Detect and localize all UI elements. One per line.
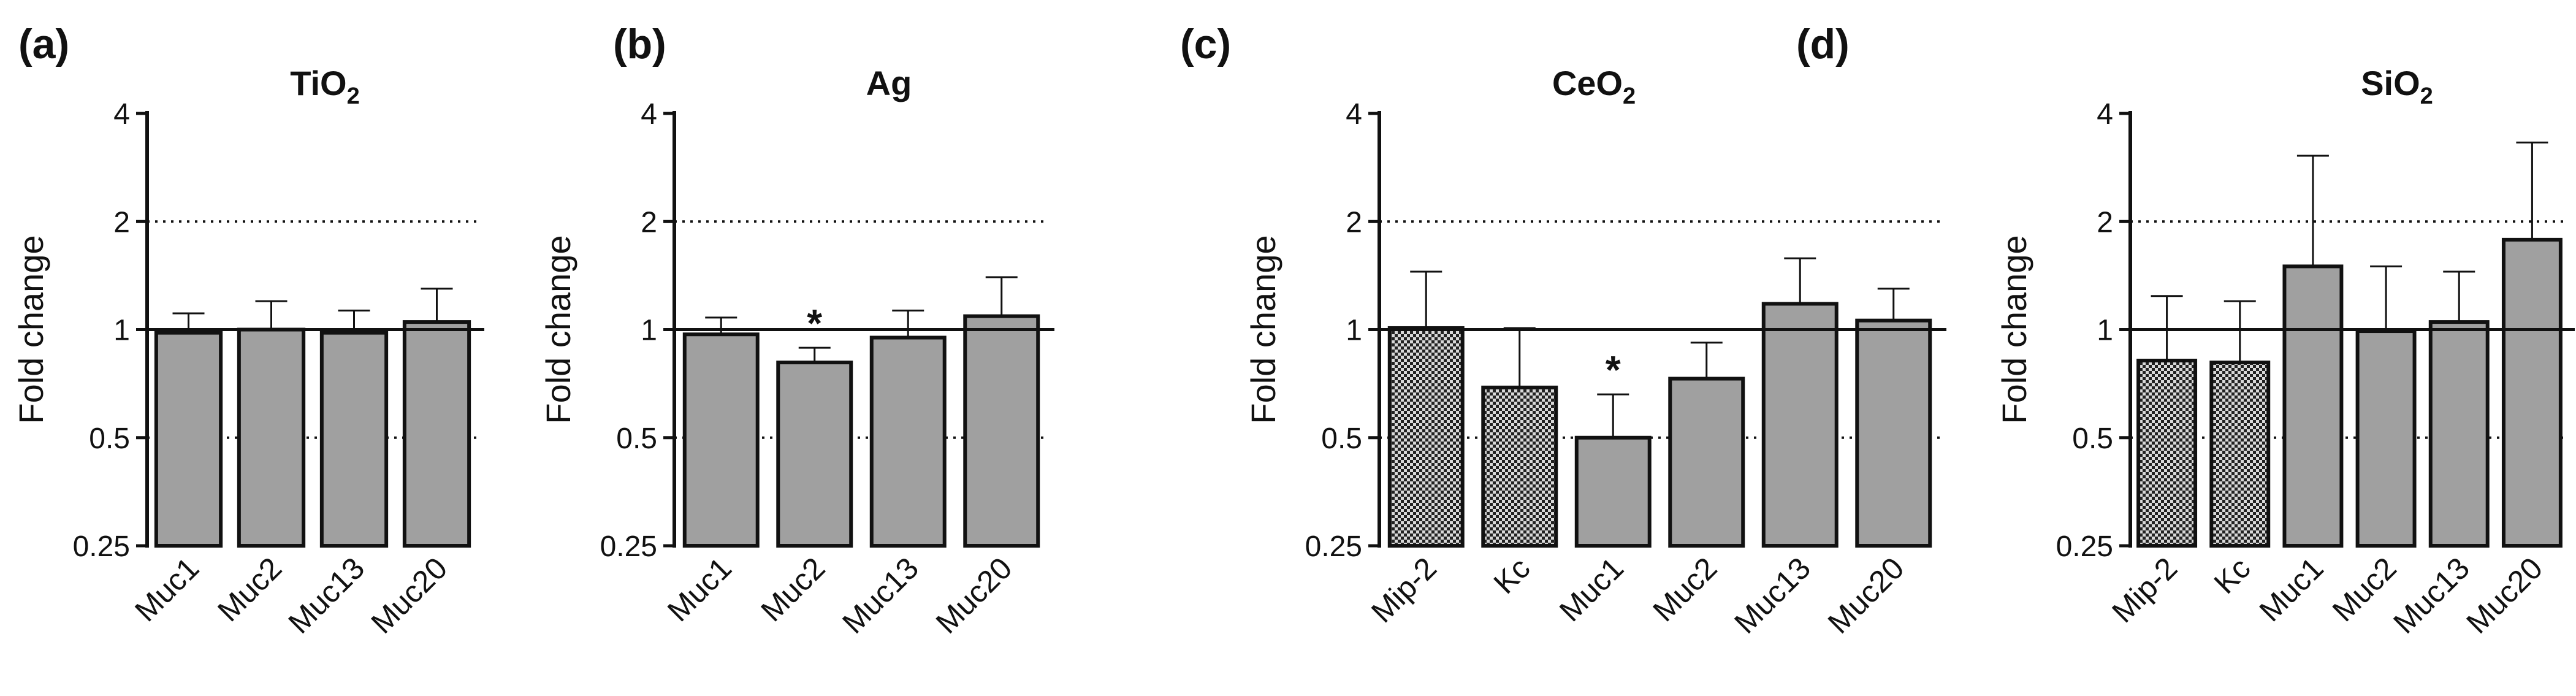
x-tick-label: Muc1 <box>128 551 205 628</box>
y-tick-label: 4 <box>641 98 657 131</box>
panel-label: (b) <box>613 21 666 67</box>
x-tick-label: Muc20 <box>929 551 1019 640</box>
bar-muc2 <box>776 361 853 548</box>
x-tick-label: Muc1 <box>661 551 738 628</box>
panel-b: (b) Ag 0.25 0.5 1 2 4 Fold change Muc1 Muc2 Muc13 M… <box>539 21 1054 640</box>
y-tick-label: 2 <box>1346 206 1362 239</box>
y-tick-label: 0.25 <box>1305 530 1362 563</box>
y-tick-label: 0.5 <box>89 423 130 455</box>
x-tick-label: Muc20 <box>1821 551 1911 640</box>
bar-mip-2 <box>2136 358 2198 548</box>
bar-muc20 <box>402 320 471 548</box>
bar-muc13 <box>319 331 389 548</box>
bar-muc20 <box>1855 318 1932 548</box>
bar-mip-2 <box>1387 326 1465 548</box>
bar-kc <box>2209 361 2271 548</box>
x-tick-label: Muc13 <box>836 551 925 640</box>
y-tick-label: 0.5 <box>2072 423 2113 455</box>
y-tick-label: 1 <box>2097 315 2113 347</box>
y-tick-label: 0.5 <box>1321 423 1362 455</box>
x-tick-label: Kc <box>2208 551 2257 600</box>
x-tick-label: Muc2 <box>1646 551 1723 628</box>
x-tick-label: Muc1 <box>2253 551 2330 628</box>
x-tick-label: Muc2 <box>211 551 288 628</box>
bar-muc2 <box>237 327 306 548</box>
panel-label: (c) <box>1180 21 1231 67</box>
bar-muc1 <box>154 331 223 548</box>
x-tick-label: Kc <box>1487 551 1537 600</box>
y-axis-label: Fold change <box>1244 235 1282 424</box>
x-tick-label: Muc2 <box>754 551 831 628</box>
y-tick-label: 1 <box>1346 315 1362 347</box>
x-tick-label: Muc13 <box>1728 551 1817 640</box>
y-tick-label: 2 <box>641 206 657 239</box>
bar-muc1 <box>2282 264 2344 548</box>
bar-muc1 <box>682 332 760 548</box>
x-tick-label: Muc13 <box>2387 551 2476 640</box>
bar-muc13 <box>869 335 947 548</box>
bar-muc1 <box>1574 435 1652 548</box>
y-axis-label: Fold change <box>1995 235 2033 424</box>
bar-muc20 <box>2501 237 2563 548</box>
bar-muc2 <box>2355 329 2417 548</box>
y-axis-label: Fold change <box>12 235 50 424</box>
x-tick-label: Mip-2 <box>2105 551 2184 629</box>
bar-muc13 <box>1761 302 1839 548</box>
y-tick-label: 4 <box>113 98 130 131</box>
y-tick-label: 0.25 <box>2056 530 2113 563</box>
chart-title: Ag <box>866 64 912 102</box>
bar-kc <box>1481 385 1558 548</box>
x-tick-label: Muc20 <box>2460 551 2549 640</box>
panel-label: (d) <box>1796 21 1850 67</box>
y-tick-label: 4 <box>2097 98 2113 131</box>
y-axis-label: Fold change <box>539 235 577 424</box>
chart-title: SiO2 <box>2361 64 2433 109</box>
y-tick-label: 1 <box>113 315 130 347</box>
y-tick-label: 0.5 <box>616 423 657 455</box>
x-tick-label: Mip-2 <box>1365 551 1443 629</box>
x-tick-label: Muc20 <box>365 551 454 640</box>
panel-label: (a) <box>18 21 69 67</box>
chart-title: TiO2 <box>290 64 359 109</box>
x-tick-label: Muc13 <box>282 551 372 640</box>
significance-mark: * <box>1606 348 1621 392</box>
chart-title: CeO2 <box>1552 64 1636 109</box>
y-tick-label: 2 <box>2097 206 2113 239</box>
bar-muc13 <box>2428 320 2490 548</box>
bar-muc2 <box>1668 377 1745 548</box>
panel-a: (a) TiO2 0.25 0.5 1 2 4 Fold change Muc1 Muc2Muc1… <box>12 21 484 640</box>
y-tick-label: 4 <box>1346 98 1362 131</box>
y-tick-label: 1 <box>641 315 657 347</box>
y-tick-label: 0.25 <box>73 530 130 563</box>
y-tick-label: 2 <box>113 206 130 239</box>
bar-muc20 <box>963 314 1040 548</box>
y-tick-label: 0.25 <box>600 530 657 563</box>
x-tick-label: Muc1 <box>1553 551 1630 628</box>
significance-mark: * <box>807 301 822 345</box>
